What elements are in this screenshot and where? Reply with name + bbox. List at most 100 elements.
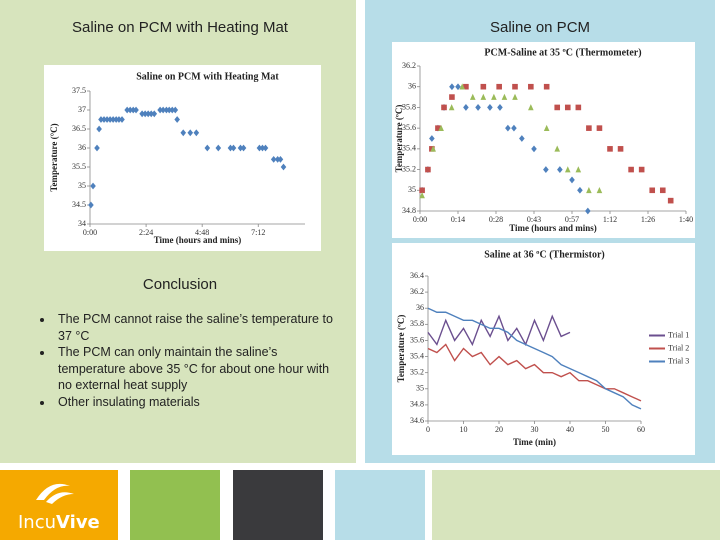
data-point [438,124,444,131]
chart-frame: Saline at 36 ºC (Thermistor) Time (min) Te… [392,243,695,455]
data-point [586,186,592,194]
legend-label: Trial 1 [668,330,689,339]
chart: Saline at 36 ºC (Thermistor) Time (min) Te… [396,249,689,447]
y-tick-label: 35 [408,185,416,194]
data-point [215,144,222,152]
data-line [427,307,642,410]
data-point [455,83,461,91]
data-point [107,116,113,123]
data-line [427,343,642,402]
chart-title: Saline at 36 ºC (Thermistor) [484,249,605,260]
data-point [519,135,525,142]
data-point [638,166,645,173]
y-tick-label: 34.8 [410,400,424,409]
y-tick-label: 35 [78,181,86,190]
data-point [487,104,493,111]
data-point [151,110,158,118]
color-block [335,470,425,540]
y-tick-label: 35.6 [410,335,424,344]
data-point [564,104,571,111]
x-tick-label: 0:28 [489,215,503,224]
y-tick-label: 35.4 [402,144,416,153]
data-point [441,104,447,111]
data-point [180,129,187,137]
data-point [172,106,179,114]
data-point [480,83,487,90]
x-tick-label: 60 [637,425,645,434]
color-block [233,470,323,540]
data-point [475,104,481,111]
right-title: Saline on PCM [489,19,591,36]
x-tick-label: 7:12 [251,228,265,237]
data-point [88,201,94,209]
y-tick-label: 34.6 [410,416,424,425]
data-point [628,166,634,173]
y-axis-label: Temperature (ºC) [394,105,404,173]
data-point [193,129,200,137]
data-point [133,106,139,114]
data-point [659,187,666,194]
color-block [432,470,720,540]
data-point [617,146,624,152]
y-tick-label: 36.2 [402,61,416,70]
x-tick-label: 0:57 [565,215,579,224]
y-tick-label: 35.8 [410,319,424,328]
data-point [274,156,281,163]
logo-swoosh [36,483,70,500]
logo-text-a: Incu [18,512,56,533]
x-tick-label: 0:43 [527,215,541,224]
y-tick-label: 36.4 [410,271,424,280]
x-tick-label: 4:48 [195,228,209,237]
data-point [174,116,180,123]
x-tick-label: 40 [566,425,574,434]
chart: PCM-Saline at 35 ºC (Thermometer) Time (h… [394,47,693,233]
x-axis-label: Time (hours and mins) [509,223,597,233]
data-point [569,176,575,184]
data-point [430,145,436,152]
data-point [480,93,487,100]
data-point [512,93,518,100]
y-tick-label: 35.2 [402,164,416,173]
y-tick-label: 36 [416,303,424,312]
data-point [113,116,119,123]
y-tick-label: 37.5 [72,86,86,95]
color-block [130,470,220,540]
data-point [512,83,518,90]
legend-label: Trial 2 [668,343,689,352]
data-point [575,166,582,173]
y-tick-label: 35.2 [410,367,424,376]
x-tick-label: 0:00 [413,215,427,224]
data-point [491,93,497,100]
chart-title: PCM-Saline at 35 ºC (Thermometer) [484,47,641,58]
bullet-list: The PCM cannot raise the saline’s temper… [36,311,344,410]
conclusion-heading: Conclusion [142,276,218,293]
chart: Saline on PCM with Heating Mat Time (hour… [49,71,305,245]
x-axis-label: Time (min) [513,437,556,447]
data-point [505,124,511,132]
logo-text-b: Vive [56,512,100,533]
data-point [101,116,107,123]
data-point [557,166,563,173]
data-point [230,144,237,152]
logo-swoosh [46,492,74,504]
data-point [511,124,517,132]
data-point [262,144,269,152]
y-tick-label: 35.6 [402,123,416,132]
data-point [596,125,603,131]
data-point [169,106,176,114]
data-point [104,116,110,123]
data-point [98,116,104,123]
data-point [256,144,263,152]
data-point [463,104,469,111]
y-tick-label: 36.2 [410,287,424,296]
data-point [277,156,284,163]
data-point [554,145,561,152]
x-tick-label: 1:12 [603,215,617,224]
data-point [425,166,431,173]
data-point [586,125,592,131]
data-point [130,106,137,114]
data-point [429,135,435,142]
data-point [575,104,582,111]
y-tick-label: 36 [78,143,86,152]
